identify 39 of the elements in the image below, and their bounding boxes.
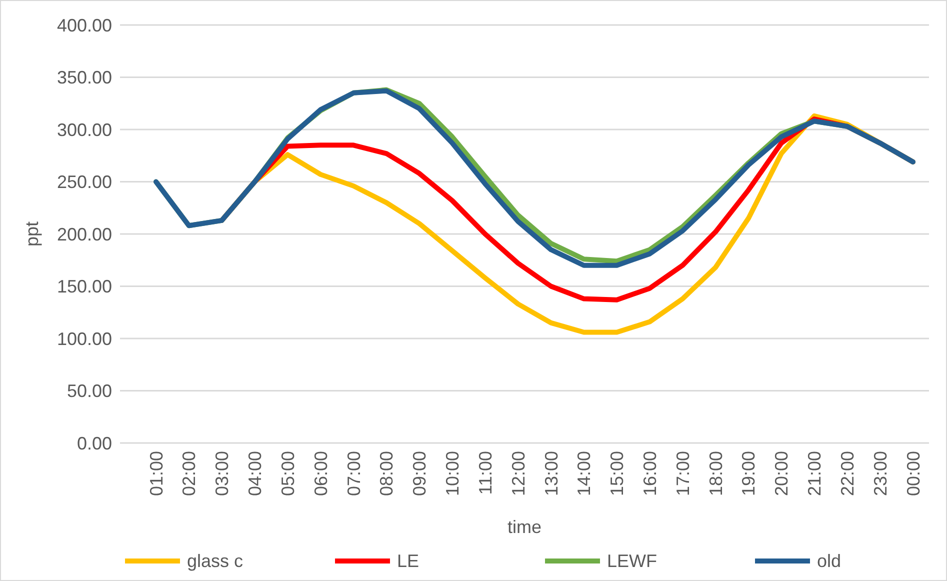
x-tick-label: 03:00 [212, 451, 232, 496]
y-tick-label: 100.00 [56, 328, 112, 349]
y-tick-label: 350.00 [56, 68, 112, 88]
x-tick-label: 21:00 [804, 451, 825, 496]
x-tick-label: 13:00 [541, 451, 562, 496]
y-tick-label: 400.00 [56, 15, 112, 36]
y-tick-label: 250.00 [56, 172, 112, 192]
x-tick-label: 06:00 [310, 451, 331, 496]
x-tick-label: 10:00 [442, 451, 463, 496]
legend-label: old [817, 551, 842, 571]
legend-label: LE [397, 551, 420, 571]
x-tick-label: 23:00 [870, 451, 890, 496]
x-tick-label: 18:00 [706, 451, 726, 496]
x-tick-label: 01:00 [146, 451, 166, 496]
x-tick-label: 17:00 [672, 451, 693, 496]
x-tick-label: 15:00 [607, 451, 628, 496]
x-tick-label: 20:00 [772, 451, 792, 496]
x-tick-label: 12:00 [508, 451, 528, 496]
legend-label: LEWF [607, 551, 658, 571]
y-tick-label: 300.00 [56, 120, 112, 140]
legend-label: glass c [187, 551, 244, 571]
x-tick-label: 08:00 [376, 451, 397, 496]
y-tick-label: 0.00 [76, 433, 112, 454]
y-axis-title: ppt [22, 221, 42, 247]
y-tick-label: 200.00 [56, 224, 112, 244]
x-tick-label: 22:00 [837, 451, 858, 496]
x-tick-label: 19:00 [738, 451, 759, 496]
x-tick-label: 00:00 [903, 451, 924, 496]
y-tick-label: 150.00 [56, 276, 112, 297]
x-tick-label: 04:00 [245, 451, 266, 496]
y-tick-label: 50.00 [66, 381, 112, 402]
x-tick-label: 05:00 [278, 451, 298, 496]
x-tick-label: 14:00 [574, 451, 594, 496]
x-tick-label: 09:00 [410, 451, 430, 496]
x-tick-label: 11:00 [475, 451, 496, 495]
x-tick-label: 16:00 [640, 451, 660, 496]
x-axis-title: time [507, 517, 542, 537]
x-tick-label: 07:00 [344, 451, 364, 496]
x-tick-label: 02:00 [179, 451, 200, 496]
